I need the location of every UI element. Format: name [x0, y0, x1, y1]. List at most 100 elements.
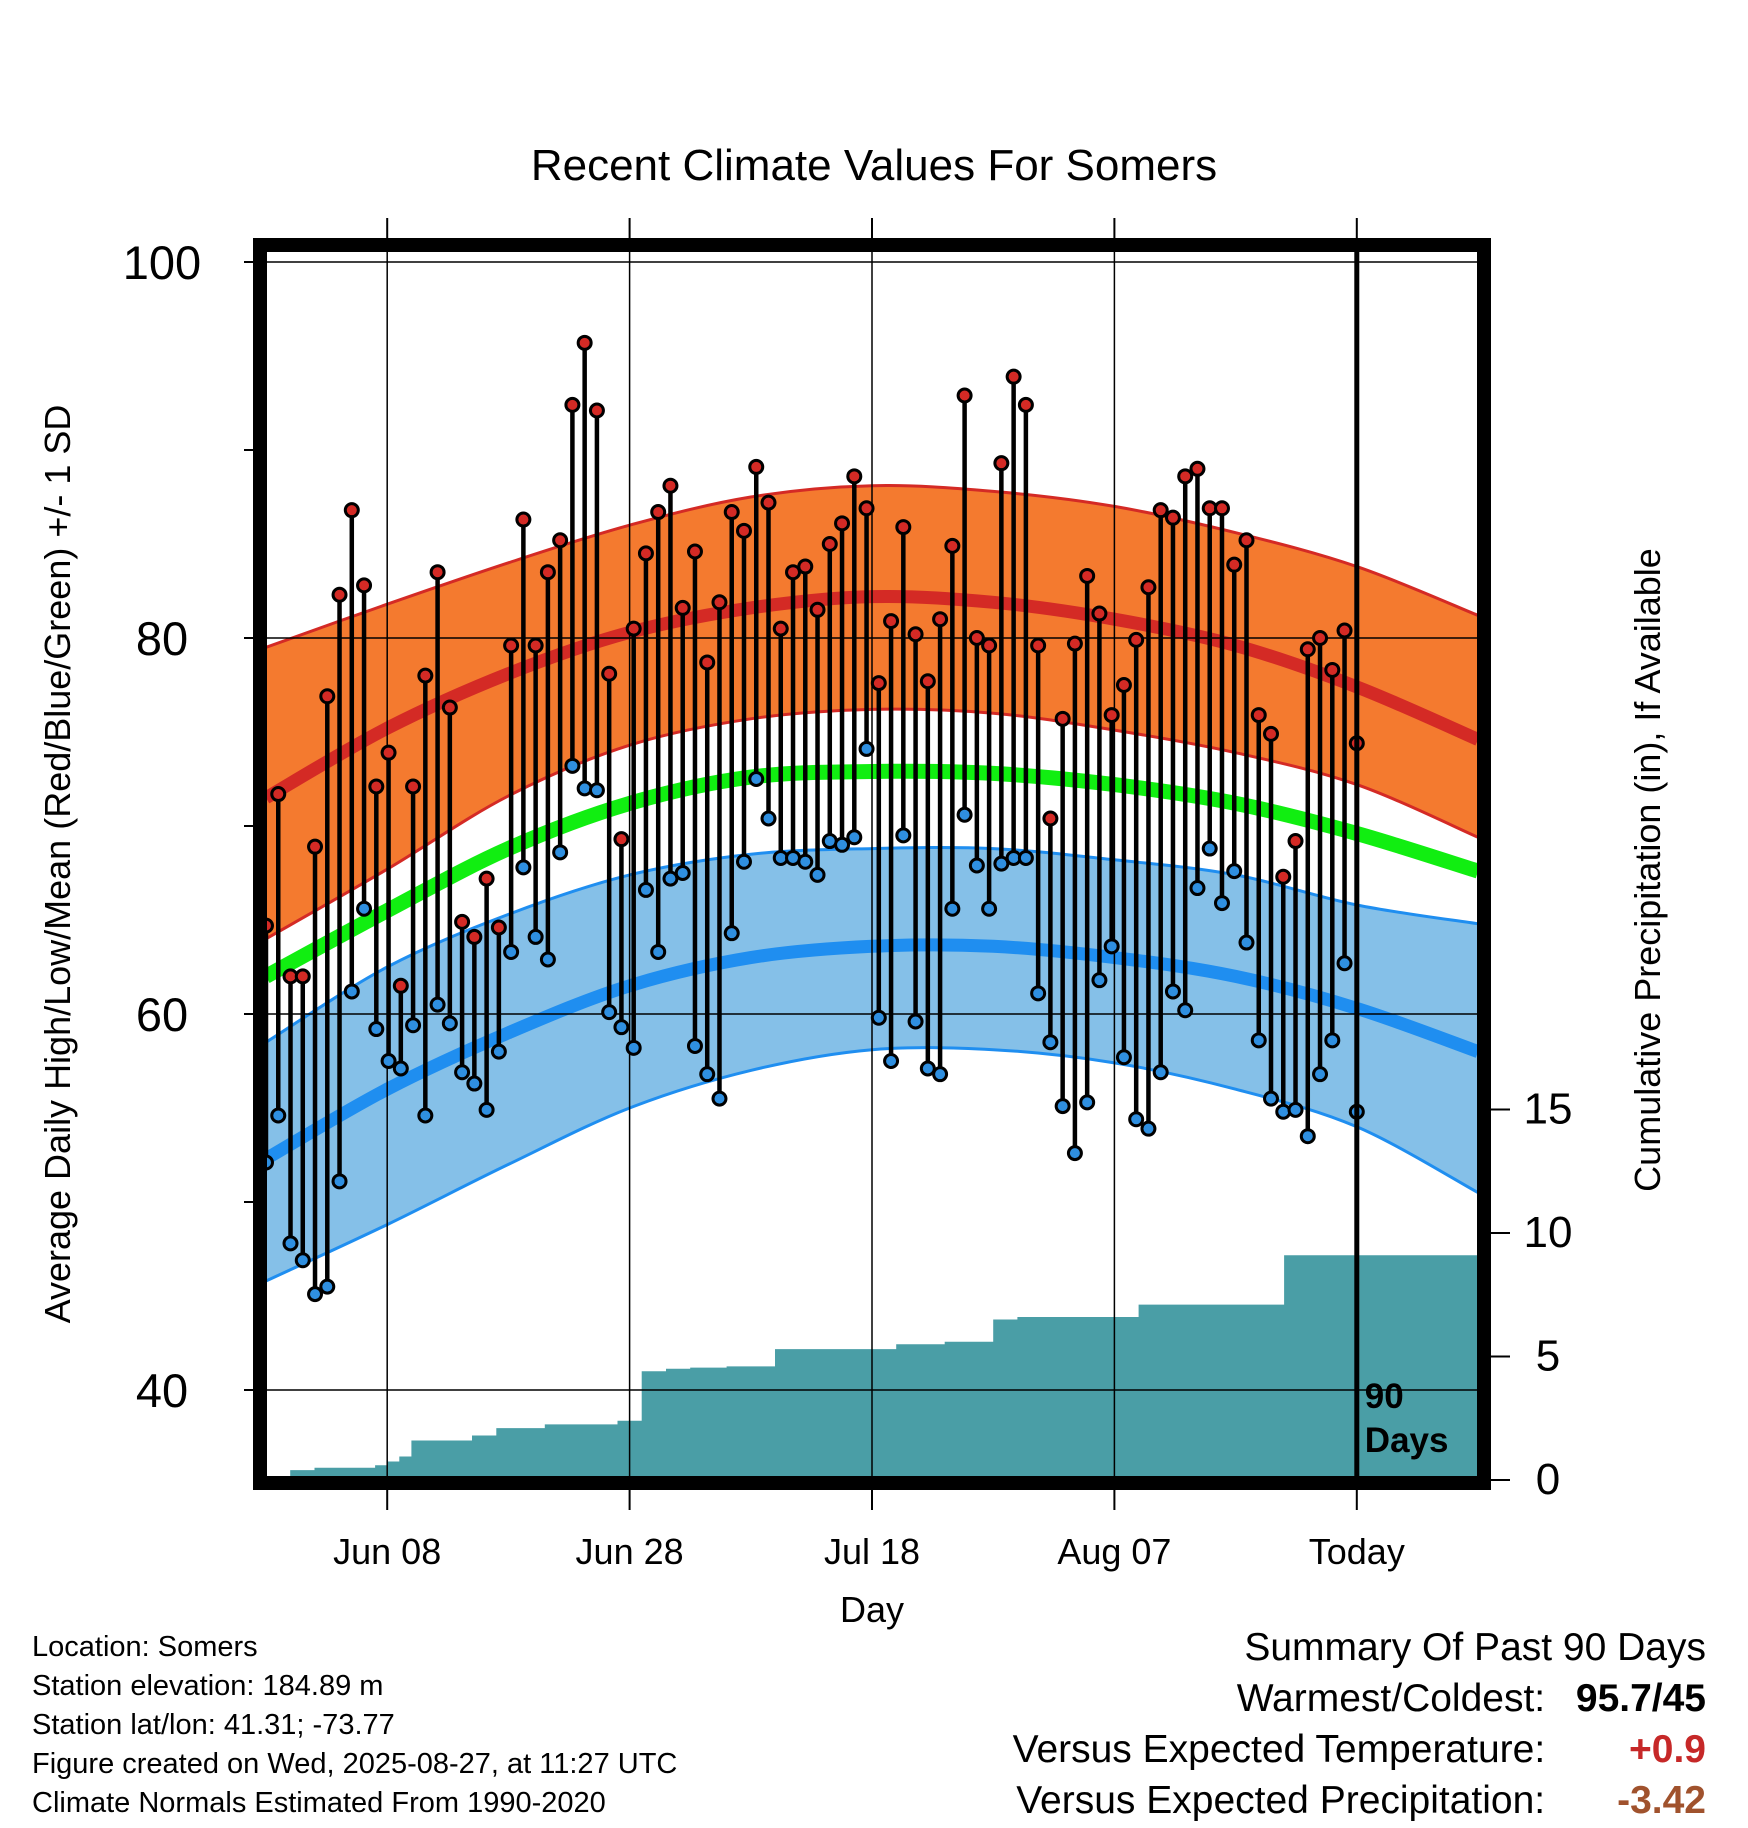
low-point [968, 857, 985, 874]
high-point [760, 494, 777, 511]
low-point [1066, 1145, 1083, 1162]
axes: 40 60 80 100 0 5 10 15 Jun 08 Jun 28 Jul 18 Aug 07 T… [123, 218, 1572, 1572]
low-point [307, 1286, 324, 1303]
low-point [944, 900, 961, 917]
low-point [1054, 1098, 1071, 1115]
low-point [515, 859, 532, 876]
high-point [490, 919, 507, 936]
high-point [858, 500, 875, 517]
low-point [1115, 1049, 1132, 1066]
high-point [1017, 396, 1034, 413]
low-point [1189, 880, 1206, 897]
high-point [270, 786, 287, 803]
plot-frame [253, 238, 1491, 1490]
precip-label: Versus Expected Precipitation: [1016, 1779, 1546, 1822]
high-point [625, 620, 642, 637]
low-point [809, 866, 826, 883]
high-point [785, 564, 802, 581]
high-point [539, 564, 556, 581]
low-point [270, 1107, 287, 1124]
low-point [368, 1021, 385, 1038]
period-marker-label: Days [1365, 1421, 1449, 1460]
high-point [968, 630, 985, 646]
low-point [294, 1252, 311, 1269]
summary-precip: Versus Expected Precipitation: -3.42 [1013, 1775, 1706, 1826]
low-point [588, 782, 605, 799]
high-point [1287, 833, 1304, 850]
temp-value: +0.9 [1629, 1728, 1706, 1771]
x-tick-label: Jul 18 [824, 1531, 920, 1572]
low-point [380, 1053, 397, 1069]
high-point [417, 667, 434, 684]
high-point [993, 455, 1010, 472]
high-point [1115, 677, 1132, 693]
high-point [1164, 509, 1181, 526]
high-point [1079, 567, 1096, 584]
high-point [1030, 637, 1047, 654]
low-point [1336, 955, 1353, 972]
y2-tick-label: 5 [1536, 1332, 1560, 1381]
low-point [1177, 1002, 1194, 1019]
high-point [809, 601, 826, 618]
location-text: Location: Somers [32, 1631, 258, 1663]
high-point [1152, 502, 1169, 519]
high-point [307, 838, 324, 855]
low-point [723, 925, 740, 942]
low-point [895, 827, 912, 844]
low-point [797, 853, 814, 870]
x-tick-label: Jun 28 [576, 1531, 684, 1572]
high-point [1177, 468, 1194, 485]
low-point [417, 1107, 434, 1124]
high-point [331, 586, 348, 603]
chart-title: Recent Climate Values For Somers [531, 141, 1217, 190]
high-point [1213, 500, 1230, 517]
low-point [1226, 863, 1243, 880]
low-point [858, 740, 875, 757]
high-point [478, 870, 495, 887]
high-point [392, 977, 409, 994]
low-point [282, 1235, 299, 1252]
summary-title: Summary Of Past 90 Days [1244, 1626, 1706, 1669]
high-point [343, 502, 360, 519]
low-point [711, 1090, 728, 1107]
y-tick-label: 100 [123, 236, 201, 289]
high-point [637, 545, 654, 562]
low-point [1128, 1111, 1145, 1128]
normals-text: Climate Normals Estimated From 1990-2020 [32, 1787, 606, 1819]
low-point [1312, 1066, 1329, 1083]
low-point [1213, 895, 1230, 912]
low-point [1263, 1090, 1280, 1107]
low-point [552, 844, 569, 861]
high-point [907, 626, 924, 643]
high-point [266, 917, 274, 934]
low-point [441, 1015, 458, 1032]
high-point [588, 402, 605, 419]
high-point [1054, 710, 1071, 727]
period-marker-label: 90 [1365, 1377, 1404, 1416]
low-point [1140, 1120, 1157, 1137]
low-point [392, 1060, 409, 1077]
low-point [834, 836, 851, 853]
x-tick-label: Jun 08 [333, 1531, 441, 1572]
low-point [356, 900, 373, 917]
high-point [1066, 635, 1083, 652]
warmest-coldest-label: Warmest/Coldest: [1236, 1677, 1546, 1720]
low-point [870, 1009, 887, 1026]
high-point [368, 778, 385, 795]
high-point [1128, 631, 1145, 648]
low-point [539, 951, 556, 968]
high-point [1238, 532, 1255, 549]
high-point [846, 468, 863, 485]
high-point [650, 504, 667, 521]
high-point [735, 522, 752, 539]
high-point [503, 637, 520, 654]
low-point [907, 1013, 924, 1030]
high-point [466, 928, 483, 945]
high-point [772, 620, 789, 637]
low-point [662, 870, 679, 887]
low-point [1017, 849, 1034, 866]
low-point [527, 928, 544, 945]
warmest-coldest-value: 95.7/45 [1575, 1677, 1706, 1720]
latlon-text: Station lat/lon: 41.31; -73.77 [32, 1709, 395, 1741]
